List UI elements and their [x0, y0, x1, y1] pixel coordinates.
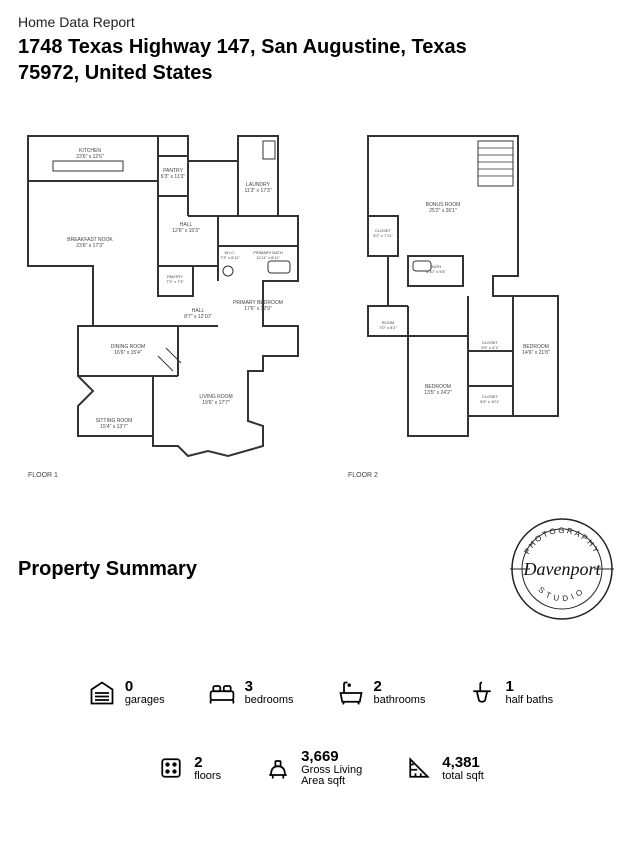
room-dining: DINING ROOM16'6" x 15'4"	[111, 344, 145, 356]
floor2-column: BONUS ROOM25'2" x 26'1" CLOSET5'2" x 7'1…	[338, 126, 578, 479]
summary-row: Property Summary PHOTOGRAPHY STUDIO Dave…	[18, 509, 622, 629]
stat-value: 2	[194, 755, 221, 771]
stat-label: garages	[125, 695, 165, 707]
stat-bathrooms: 2bathrooms	[336, 679, 426, 707]
stat-label: Gross Living Area sqft	[301, 765, 362, 788]
stat-label: half baths	[505, 695, 553, 707]
property-address: 1748 Texas Highway 147, San Augustine, T…	[18, 34, 518, 86]
stat-label: floors	[194, 771, 221, 783]
room-kitchen: KITCHEN23'6" x 12'6"	[76, 148, 104, 160]
stat-value: 2	[374, 679, 426, 695]
sqft-icon	[404, 754, 434, 782]
room-hall2: HALL8'7" x 12'10"	[184, 308, 212, 320]
stat-floors: 2floors	[156, 749, 221, 788]
stat-label: total sqft	[442, 771, 484, 783]
room-living: LIVING ROOM19'6" x 17'7"	[199, 394, 232, 406]
room-bed1: BEDROOM13'5" x 24'2"	[424, 384, 452, 396]
floor1-plan: KITCHEN23'6" x 12'6" PANTRY6'3" x 11'3" …	[18, 126, 318, 466]
stat-halfbaths: 1half baths	[467, 679, 553, 707]
stats-row-2: 2floors 3,669Gross Living Area sqft 4,38…	[18, 749, 622, 788]
room-room: ROOM7'0" x 8'2"	[379, 320, 397, 330]
floorplans-container: KITCHEN23'6" x 12'6" PANTRY6'3" x 11'3" …	[18, 126, 622, 479]
room-nook: BREAKFAST NOOK23'6" x 17'3"	[67, 237, 113, 249]
stat-value: 3	[245, 679, 294, 695]
stat-garages: 0garages	[87, 679, 165, 707]
room-closet3: CLOSET5'9" x 10'1"	[480, 394, 500, 404]
room-wic: W.I.C.7'3" x 8'11"	[220, 250, 240, 260]
stat-totalsqft: 4,381total sqft	[404, 749, 484, 788]
bed-icon	[207, 679, 237, 707]
room-pantry1: PANTRY6'3" x 11'3"	[161, 168, 185, 180]
floor1-column: KITCHEN23'6" x 12'6" PANTRY6'3" x 11'3" …	[18, 126, 318, 479]
summary-title: Property Summary	[18, 558, 197, 581]
room-bed2: BEDROOM14'6" x 21'8"	[522, 344, 550, 356]
svg-text:PHOTOGRAPHY: PHOTOGRAPHY	[523, 526, 602, 556]
room-laundry: LAUNDRY11'3" x 17'3"	[244, 182, 271, 194]
stat-value: 1	[505, 679, 553, 695]
svg-text:STUDIO: STUDIO	[536, 585, 587, 603]
stat-label: bathrooms	[374, 695, 426, 707]
room-pbath: PRIMARY BATH11'11" x 8'11"	[253, 250, 283, 260]
stats-section: 0garages 3bedrooms 2bathrooms 1half bath…	[18, 679, 622, 788]
room-pbed: PRIMARY BEDROOM17'6" x 12'9"	[233, 300, 283, 312]
stat-grossarea: 3,669Gross Living Area sqft	[263, 749, 362, 788]
room-closet1: CLOSET5'2" x 7'11"	[373, 228, 393, 238]
stat-value: 3,669	[301, 749, 362, 765]
halfbath-icon	[467, 679, 497, 707]
room-hall1: HALL12'6" x 15'3"	[172, 222, 200, 234]
room-sitting: SITTING ROOM15'4" x 13'7"	[96, 418, 133, 430]
stat-value: 4,381	[442, 755, 484, 771]
stats-row-1: 0garages 3bedrooms 2bathrooms 1half bath…	[18, 679, 622, 707]
svg-text:Davenport: Davenport	[523, 559, 602, 579]
garage-icon	[87, 679, 117, 707]
floors-icon	[156, 754, 186, 782]
floor1-label: FLOOR 1	[28, 472, 318, 479]
stat-value: 0	[125, 679, 165, 695]
area-icon	[263, 754, 293, 782]
room-closet2: CLOSET5'9" x 4'1"	[481, 340, 499, 350]
room-pantry2: PANTRY7'3" x 7'3"	[166, 274, 184, 284]
room-bonus: BONUS ROOM25'2" x 26'1"	[426, 202, 461, 214]
studio-logo: PHOTOGRAPHY STUDIO Davenport	[502, 509, 622, 629]
floor2-label: FLOOR 2	[348, 472, 578, 479]
report-label: Home Data Report	[18, 14, 622, 30]
stat-label: bedrooms	[245, 695, 294, 707]
stat-bedrooms: 3bedrooms	[207, 679, 294, 707]
floor2-plan: BONUS ROOM25'2" x 26'1" CLOSET5'2" x 7'1…	[338, 126, 578, 466]
room-bath2: BATH8'10" x 5'6"	[426, 264, 446, 274]
bath-icon	[336, 679, 366, 707]
